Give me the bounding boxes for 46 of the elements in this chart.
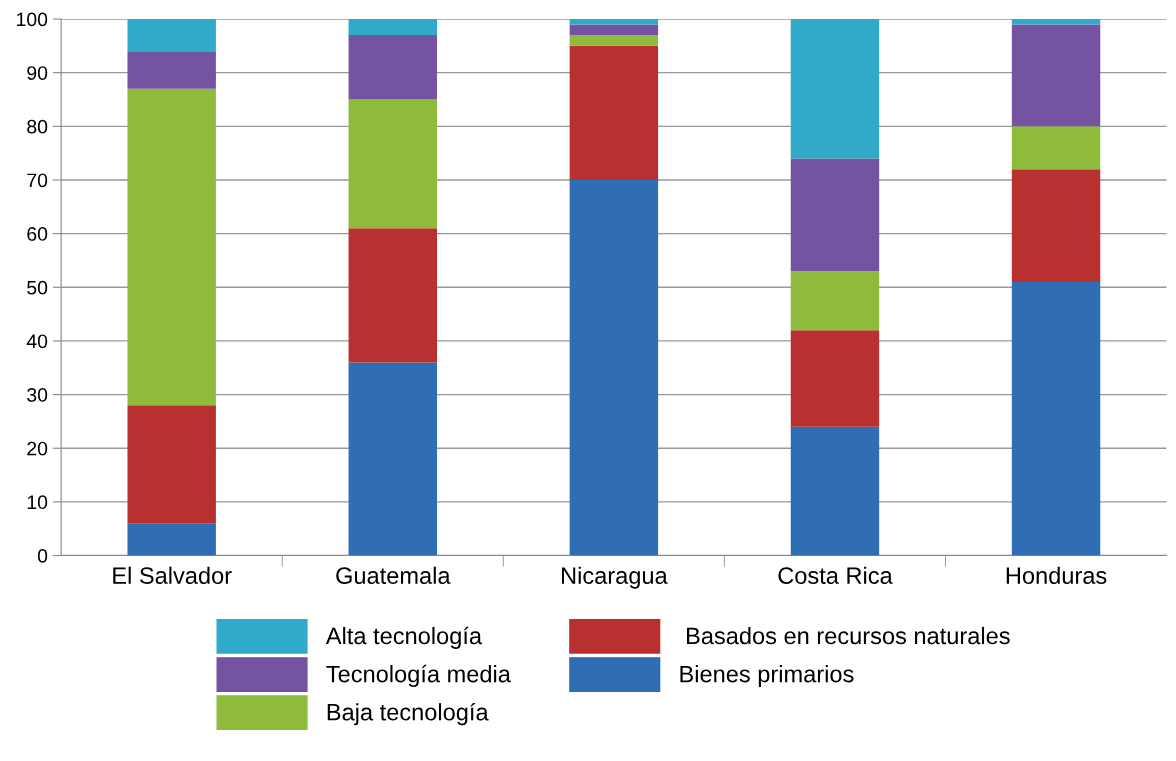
bar — [569, 19, 659, 25]
bar — [127, 19, 216, 52]
x-tick-label: Honduras — [1006, 566, 1107, 584]
bar — [348, 362, 437, 556]
bar — [790, 19, 880, 159]
y-tick-label: 90 — [27, 66, 48, 80]
bar — [1011, 126, 1101, 170]
bar — [348, 19, 437, 36]
x-tick-label: Costa Rica — [778, 566, 893, 584]
bar — [348, 228, 437, 363]
y-tick-label: 0 — [37, 549, 48, 563]
bar — [790, 158, 880, 272]
bar — [569, 24, 659, 36]
y-tick-label: 70 — [27, 173, 48, 188]
y-tick-label: 20 — [27, 441, 48, 456]
x-tick-label: Nicaragua — [562, 566, 668, 589]
bar — [1011, 19, 1101, 25]
y-tick-label: 30 — [27, 388, 48, 402]
y-tick-label: 100 — [17, 12, 48, 27]
bar — [348, 35, 437, 100]
bar — [790, 330, 880, 427]
y-tick-label: 50 — [27, 280, 48, 295]
bar — [127, 51, 216, 89]
bar — [1011, 281, 1101, 556]
bar — [127, 405, 216, 524]
y-tick-label: 80 — [27, 119, 48, 134]
y-tick-label: 40 — [26, 334, 48, 349]
legend-label: Alta tecnología — [325, 626, 483, 649]
legend-label: Bienes primarios — [680, 665, 854, 688]
legend-label: Baja tecnología — [327, 702, 489, 726]
bar — [348, 99, 437, 229]
y-tick-label: 10 — [27, 495, 48, 510]
bar — [1011, 169, 1101, 282]
x-tick-label: Guatemala — [336, 566, 451, 584]
bar — [790, 426, 880, 556]
legend-label: Basados en recursos naturales — [687, 626, 1010, 645]
y-tick-label: 60 — [27, 227, 48, 241]
bar — [569, 45, 659, 180]
x-tick-label: El Salvador — [113, 566, 232, 584]
legend-label: Tecnología media — [326, 664, 511, 688]
bar — [1011, 24, 1101, 127]
bar — [569, 35, 659, 46]
bar — [790, 271, 880, 331]
bar — [569, 179, 659, 556]
bar — [127, 523, 216, 556]
bar — [127, 88, 216, 406]
